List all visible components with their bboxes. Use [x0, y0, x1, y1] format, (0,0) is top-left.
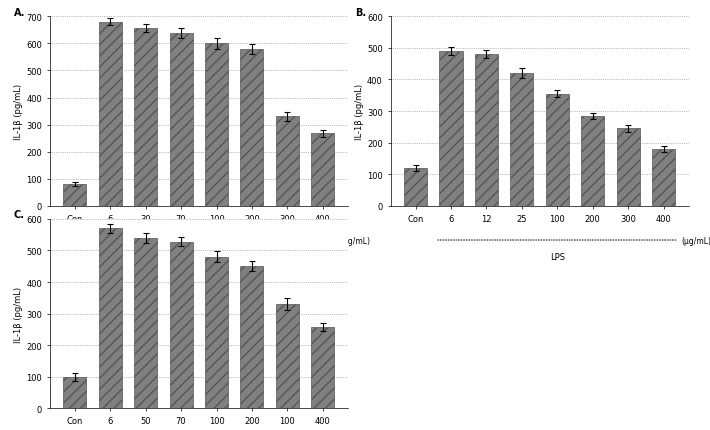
Bar — [439, 52, 462, 206]
Text: B.: B. — [355, 8, 366, 18]
Bar — [475, 55, 498, 206]
Bar — [404, 169, 427, 206]
Text: (μg/mL): (μg/mL) — [341, 236, 371, 245]
Bar — [652, 150, 675, 206]
Bar — [63, 185, 87, 206]
Y-axis label: IL-1β (pg/mL): IL-1β (pg/mL) — [14, 286, 23, 342]
Bar — [134, 238, 157, 408]
Bar — [170, 242, 192, 408]
Bar — [241, 267, 263, 408]
Y-axis label: IL-1β (pg/mL): IL-1β (pg/mL) — [355, 84, 364, 140]
Text: LPS: LPS — [550, 252, 565, 261]
Bar — [546, 95, 569, 206]
Bar — [581, 117, 604, 206]
Text: (μg/mL): (μg/mL) — [682, 236, 710, 245]
Bar — [63, 377, 87, 408]
Text: C.: C. — [14, 210, 25, 220]
Bar — [276, 304, 299, 408]
Y-axis label: IL-1β (pg/mL): IL-1β (pg/mL) — [14, 84, 23, 140]
Bar — [170, 34, 192, 206]
Text: A.: A. — [14, 8, 26, 18]
Bar — [99, 23, 121, 206]
Bar — [99, 229, 121, 408]
Bar — [205, 257, 228, 408]
Bar — [134, 28, 157, 206]
Bar — [311, 134, 334, 206]
Bar — [276, 117, 299, 206]
Bar — [510, 74, 533, 206]
Bar — [205, 44, 228, 206]
Bar — [311, 327, 334, 408]
Bar — [617, 129, 640, 206]
Bar — [241, 50, 263, 206]
Text: LPS: LPS — [209, 252, 224, 261]
